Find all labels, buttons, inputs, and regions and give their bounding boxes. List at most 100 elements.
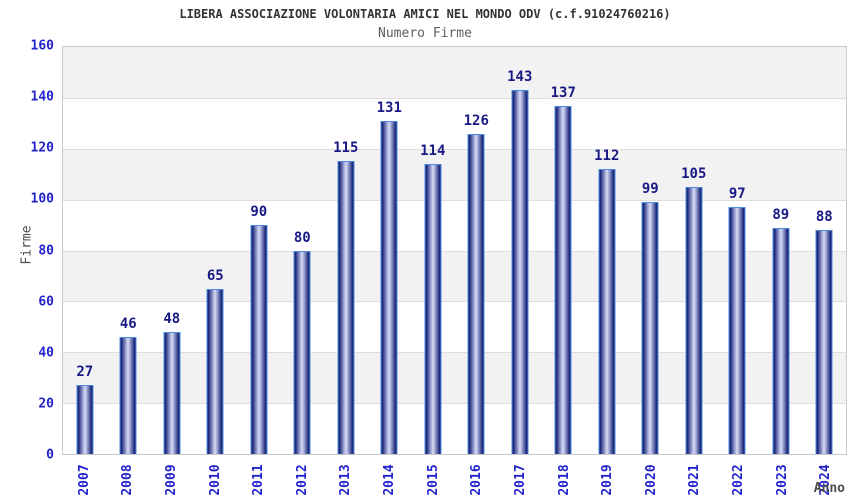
x-axis-tick-labels: 2007 2008 2009 2010 2011 2012 2013 2014 2015 2016… <box>62 457 847 500</box>
bar-value-label: 27 <box>76 364 94 381</box>
bar-slot: 48 <box>150 47 194 454</box>
bar <box>511 90 529 454</box>
bar-value-label: 46 <box>119 316 137 332</box>
bar-slot: 143 <box>498 47 542 454</box>
bar <box>76 385 94 454</box>
grid-band <box>63 403 846 454</box>
chart-subtitle: Numero Firme <box>378 26 472 41</box>
x-tick-label: 2010 <box>207 464 223 496</box>
grid-band <box>63 97 846 149</box>
bar-value-label: 126 <box>463 112 489 129</box>
x-tick-slot: 2007 <box>62 457 106 500</box>
bar-value-label: 90 <box>250 204 268 221</box>
grid-band <box>63 47 846 98</box>
x-tick-slot: 2011 <box>236 457 280 500</box>
grid-band <box>63 148 846 200</box>
bar <box>685 186 703 454</box>
chart-title: LIBERA ASSOCIAZIONE VOLONTARIA AMICI NEL… <box>179 7 671 21</box>
bar <box>380 120 398 454</box>
x-tick-label: 2008 <box>120 464 136 496</box>
bar <box>598 169 616 454</box>
bar <box>250 225 268 454</box>
bar-slot: 112 <box>585 47 629 454</box>
y-tick-label: 20 <box>38 396 54 412</box>
x-tick-slot: 2010 <box>193 457 237 500</box>
plot-area: 27 46 48 65 90 80 115 131 114 126 143 137 112 99 105 97… <box>62 46 847 455</box>
bar-value-label: 131 <box>376 99 402 116</box>
bar-slot: 131 <box>368 47 412 454</box>
bar-value-label: 105 <box>681 165 707 182</box>
y-tick-label: 120 <box>30 140 54 156</box>
x-tick-slot: 2017 <box>498 457 542 500</box>
bar-slot: 80 <box>281 47 325 454</box>
y-tick-label: 100 <box>30 191 54 207</box>
x-tick-slot: 2018 <box>542 457 586 500</box>
bar <box>119 337 137 454</box>
x-tick-label: 2020 <box>643 464 659 496</box>
x-tick-label: 2016 <box>469 464 485 496</box>
grid-band <box>63 301 846 352</box>
bar-value-label: 48 <box>163 310 181 327</box>
bar <box>467 133 485 454</box>
x-tick-slot: 2020 <box>629 457 673 500</box>
bar <box>293 250 311 454</box>
bar <box>163 331 181 454</box>
x-tick-label: 2011 <box>251 464 267 496</box>
x-tick-slot: 2016 <box>454 457 498 500</box>
y-axis-tick-labels: 0 20 40 60 80 100 120 140 160 <box>0 39 54 463</box>
bar-slot: 88 <box>803 47 847 454</box>
grid-bands <box>63 47 846 454</box>
x-tick-label: 2007 <box>76 464 92 496</box>
bar <box>206 288 224 454</box>
bar-value-label: 115 <box>333 140 359 157</box>
x-tick-label: 2018 <box>556 464 572 496</box>
bar-slot: 46 <box>107 47 151 454</box>
bar-slot: 126 <box>455 47 499 454</box>
y-tick-label: 60 <box>38 294 54 310</box>
x-tick-label: 2019 <box>600 464 616 496</box>
x-tick-slot: 2008 <box>106 457 150 500</box>
grid-band <box>63 352 846 404</box>
x-tick-slot: 2022 <box>716 457 760 500</box>
bar <box>337 161 355 454</box>
y-tick-label: 0 <box>46 447 54 463</box>
x-tick-slot: 2021 <box>673 457 717 500</box>
bar <box>728 207 746 454</box>
grid-band <box>63 250 846 302</box>
x-tick-slot: 2023 <box>760 457 804 500</box>
x-tick-slot: 2013 <box>324 457 368 500</box>
bar-value-label: 137 <box>550 84 576 101</box>
y-tick-label: 40 <box>38 345 54 361</box>
bar-value-label: 65 <box>206 267 224 284</box>
bar-slot: 97 <box>716 47 760 454</box>
bar <box>554 105 572 454</box>
bar-value-label: 99 <box>641 181 659 198</box>
y-tick-label: 80 <box>38 243 54 258</box>
bar <box>772 227 790 454</box>
x-tick-label: 2021 <box>687 464 703 496</box>
x-tick-label: 2015 <box>425 464 441 496</box>
bar-slot: 105 <box>672 47 716 454</box>
bar-slot: 65 <box>194 47 238 454</box>
bar-value-label: 89 <box>772 206 790 223</box>
bar-value-label: 97 <box>728 186 746 203</box>
bar-value-label: 112 <box>594 148 620 165</box>
x-tick-label: 2012 <box>294 464 310 496</box>
bar-slot: 114 <box>411 47 455 454</box>
x-tick-slot: 2012 <box>280 457 324 500</box>
bar-value-label: 114 <box>420 143 446 160</box>
x-tick-slot: 2015 <box>411 457 455 500</box>
bar-slot: 27 <box>63 47 107 454</box>
x-tick-label: 2023 <box>774 464 790 496</box>
bar-slot: 115 <box>324 47 368 454</box>
bar <box>815 230 833 454</box>
bar-slot: 137 <box>542 47 586 454</box>
bar-value-label: 88 <box>815 209 833 226</box>
x-axis-title: Anno <box>813 481 845 496</box>
x-tick-label: 2009 <box>164 464 180 496</box>
x-tick-slot: 2009 <box>149 457 193 500</box>
x-tick-label: 2014 <box>382 464 398 496</box>
bar <box>424 164 442 454</box>
bars-container: 27 46 48 65 90 80 115 131 114 126 143 137 112 99 105 97… <box>63 47 846 454</box>
bar-slot: 90 <box>237 47 281 454</box>
